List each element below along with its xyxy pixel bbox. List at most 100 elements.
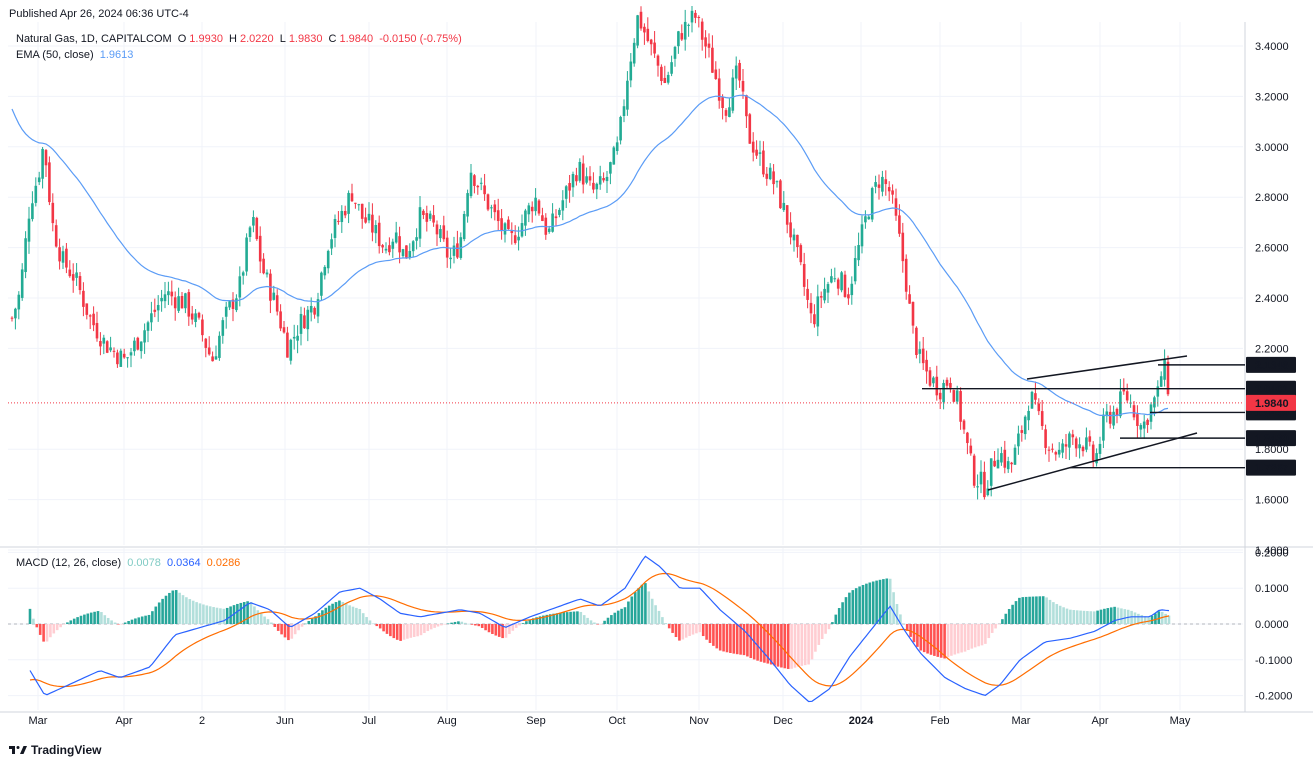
- ema-label: EMA (50, close): [16, 49, 94, 61]
- time-tick-label: Nov: [689, 715, 709, 727]
- histogram-bar: [521, 623, 525, 624]
- histogram-bar: [1052, 602, 1055, 624]
- time-tick-label: Feb: [931, 715, 950, 727]
- candle-body: [908, 294, 911, 304]
- candle-body: [904, 258, 908, 292]
- histogram-bar: [1072, 610, 1076, 624]
- histogram-bar: [321, 610, 324, 624]
- histogram-bar: [157, 602, 161, 624]
- histogram-bar: [460, 621, 464, 624]
- candle-body: [1006, 461, 1010, 470]
- candle-body: [877, 184, 881, 188]
- histogram-bar: [463, 622, 467, 624]
- candle-body: [34, 185, 38, 203]
- candle-body: [1136, 414, 1139, 426]
- candle-body: [1074, 438, 1078, 449]
- candle-body: [901, 232, 905, 262]
- candle-body: [796, 234, 799, 248]
- candle-body: [918, 349, 922, 354]
- candle-body: [649, 39, 653, 45]
- candle-body: [391, 241, 395, 249]
- histogram-bar: [423, 624, 426, 633]
- candle-body: [629, 61, 633, 81]
- candle-body: [789, 222, 792, 238]
- candle-body: [483, 185, 486, 195]
- candle-body: [813, 314, 816, 325]
- histogram-bar: [603, 620, 606, 624]
- macd-line-value: 0.0364: [166, 557, 201, 569]
- candle-body: [99, 341, 102, 347]
- histogram-bar: [314, 616, 317, 624]
- candle-body: [1142, 421, 1146, 429]
- support-trendline[interactable]: [987, 432, 1198, 491]
- histogram-bar: [667, 624, 671, 629]
- histogram-bar: [429, 624, 433, 630]
- histogram-bar: [110, 620, 113, 624]
- time-tick-label: Oct: [608, 715, 625, 727]
- level-tag[interactable]: 1.8439: [1246, 430, 1296, 447]
- histogram-bar: [55, 624, 59, 631]
- candle-body: [289, 339, 293, 361]
- candle-body: [993, 460, 996, 467]
- histogram-bar: [606, 617, 610, 624]
- histogram-bar: [657, 610, 661, 624]
- candle-body: [581, 163, 585, 185]
- tradingview-brand[interactable]: TradingView: [9, 743, 101, 757]
- ema-legend[interactable]: EMA (50, close) 1.9613: [16, 49, 136, 61]
- histogram-bar: [542, 615, 545, 624]
- histogram-bar: [470, 624, 474, 625]
- resistance-trendline[interactable]: [1026, 355, 1188, 380]
- macd-legend[interactable]: MACD (12, 26, close) 0.0078 0.0364 0.028…: [16, 557, 243, 569]
- candle-body: [37, 177, 41, 183]
- level-tag[interactable]: 2.0401: [1246, 380, 1296, 397]
- ema-50-line: [11, 94, 1169, 417]
- macd-hist-value: 0.0078: [127, 557, 161, 569]
- candle-body: [133, 340, 136, 352]
- histogram-bar: [582, 615, 586, 624]
- candle-body: [1102, 414, 1105, 441]
- candle-body: [275, 295, 279, 312]
- candle-body: [1054, 452, 1058, 455]
- histogram-bar: [504, 624, 508, 638]
- histogram-bar: [712, 624, 715, 646]
- candle-body: [785, 205, 789, 225]
- level-tag-bg: [1246, 356, 1296, 373]
- candle-body: [1037, 403, 1041, 412]
- candle-body: [88, 315, 92, 317]
- histogram-bar: [664, 623, 668, 624]
- histogram-bar: [344, 603, 348, 624]
- histogram-bar: [453, 621, 457, 624]
- histogram-bar: [650, 598, 654, 624]
- histogram-bar: [895, 604, 899, 624]
- level-tag[interactable]: 1.7267: [1246, 459, 1296, 476]
- macd-signal-line: [29, 572, 1170, 688]
- candle-body: [836, 279, 840, 289]
- current-price-tag[interactable]: 1.9840: [1246, 394, 1296, 411]
- candle-body: [75, 272, 78, 278]
- candle-body: [632, 42, 636, 64]
- candle-body: [479, 182, 483, 184]
- histogram-bar: [372, 623, 375, 624]
- symbol-legend[interactable]: Natural Gas, 1D, CAPITALCOM O 1.9930 H 2.0…: [16, 33, 468, 45]
- level-tag-label: 1.8439: [1255, 433, 1289, 445]
- histogram-bar: [236, 603, 239, 624]
- histogram-bar: [416, 624, 419, 637]
- histogram-bar: [1130, 610, 1133, 624]
- histogram-bar: [956, 624, 960, 654]
- histogram-bar: [854, 588, 858, 624]
- level-tag-bg: [1246, 380, 1296, 397]
- level-tag[interactable]: 2.1346: [1246, 356, 1296, 373]
- histogram-bar: [409, 624, 413, 638]
- histogram-bar: [1055, 604, 1059, 624]
- histogram-bar: [865, 583, 868, 624]
- candle-body: [228, 301, 231, 308]
- histogram-bar: [688, 624, 691, 637]
- histogram-bar: [137, 617, 141, 624]
- candle-body: [1156, 386, 1160, 397]
- histogram-bar: [76, 617, 79, 624]
- candle-body: [333, 218, 337, 238]
- candle-body: [449, 257, 452, 260]
- histogram-bar: [817, 624, 821, 645]
- candle-body: [326, 250, 330, 269]
- price-tick-label: 2.6000: [1255, 243, 1289, 255]
